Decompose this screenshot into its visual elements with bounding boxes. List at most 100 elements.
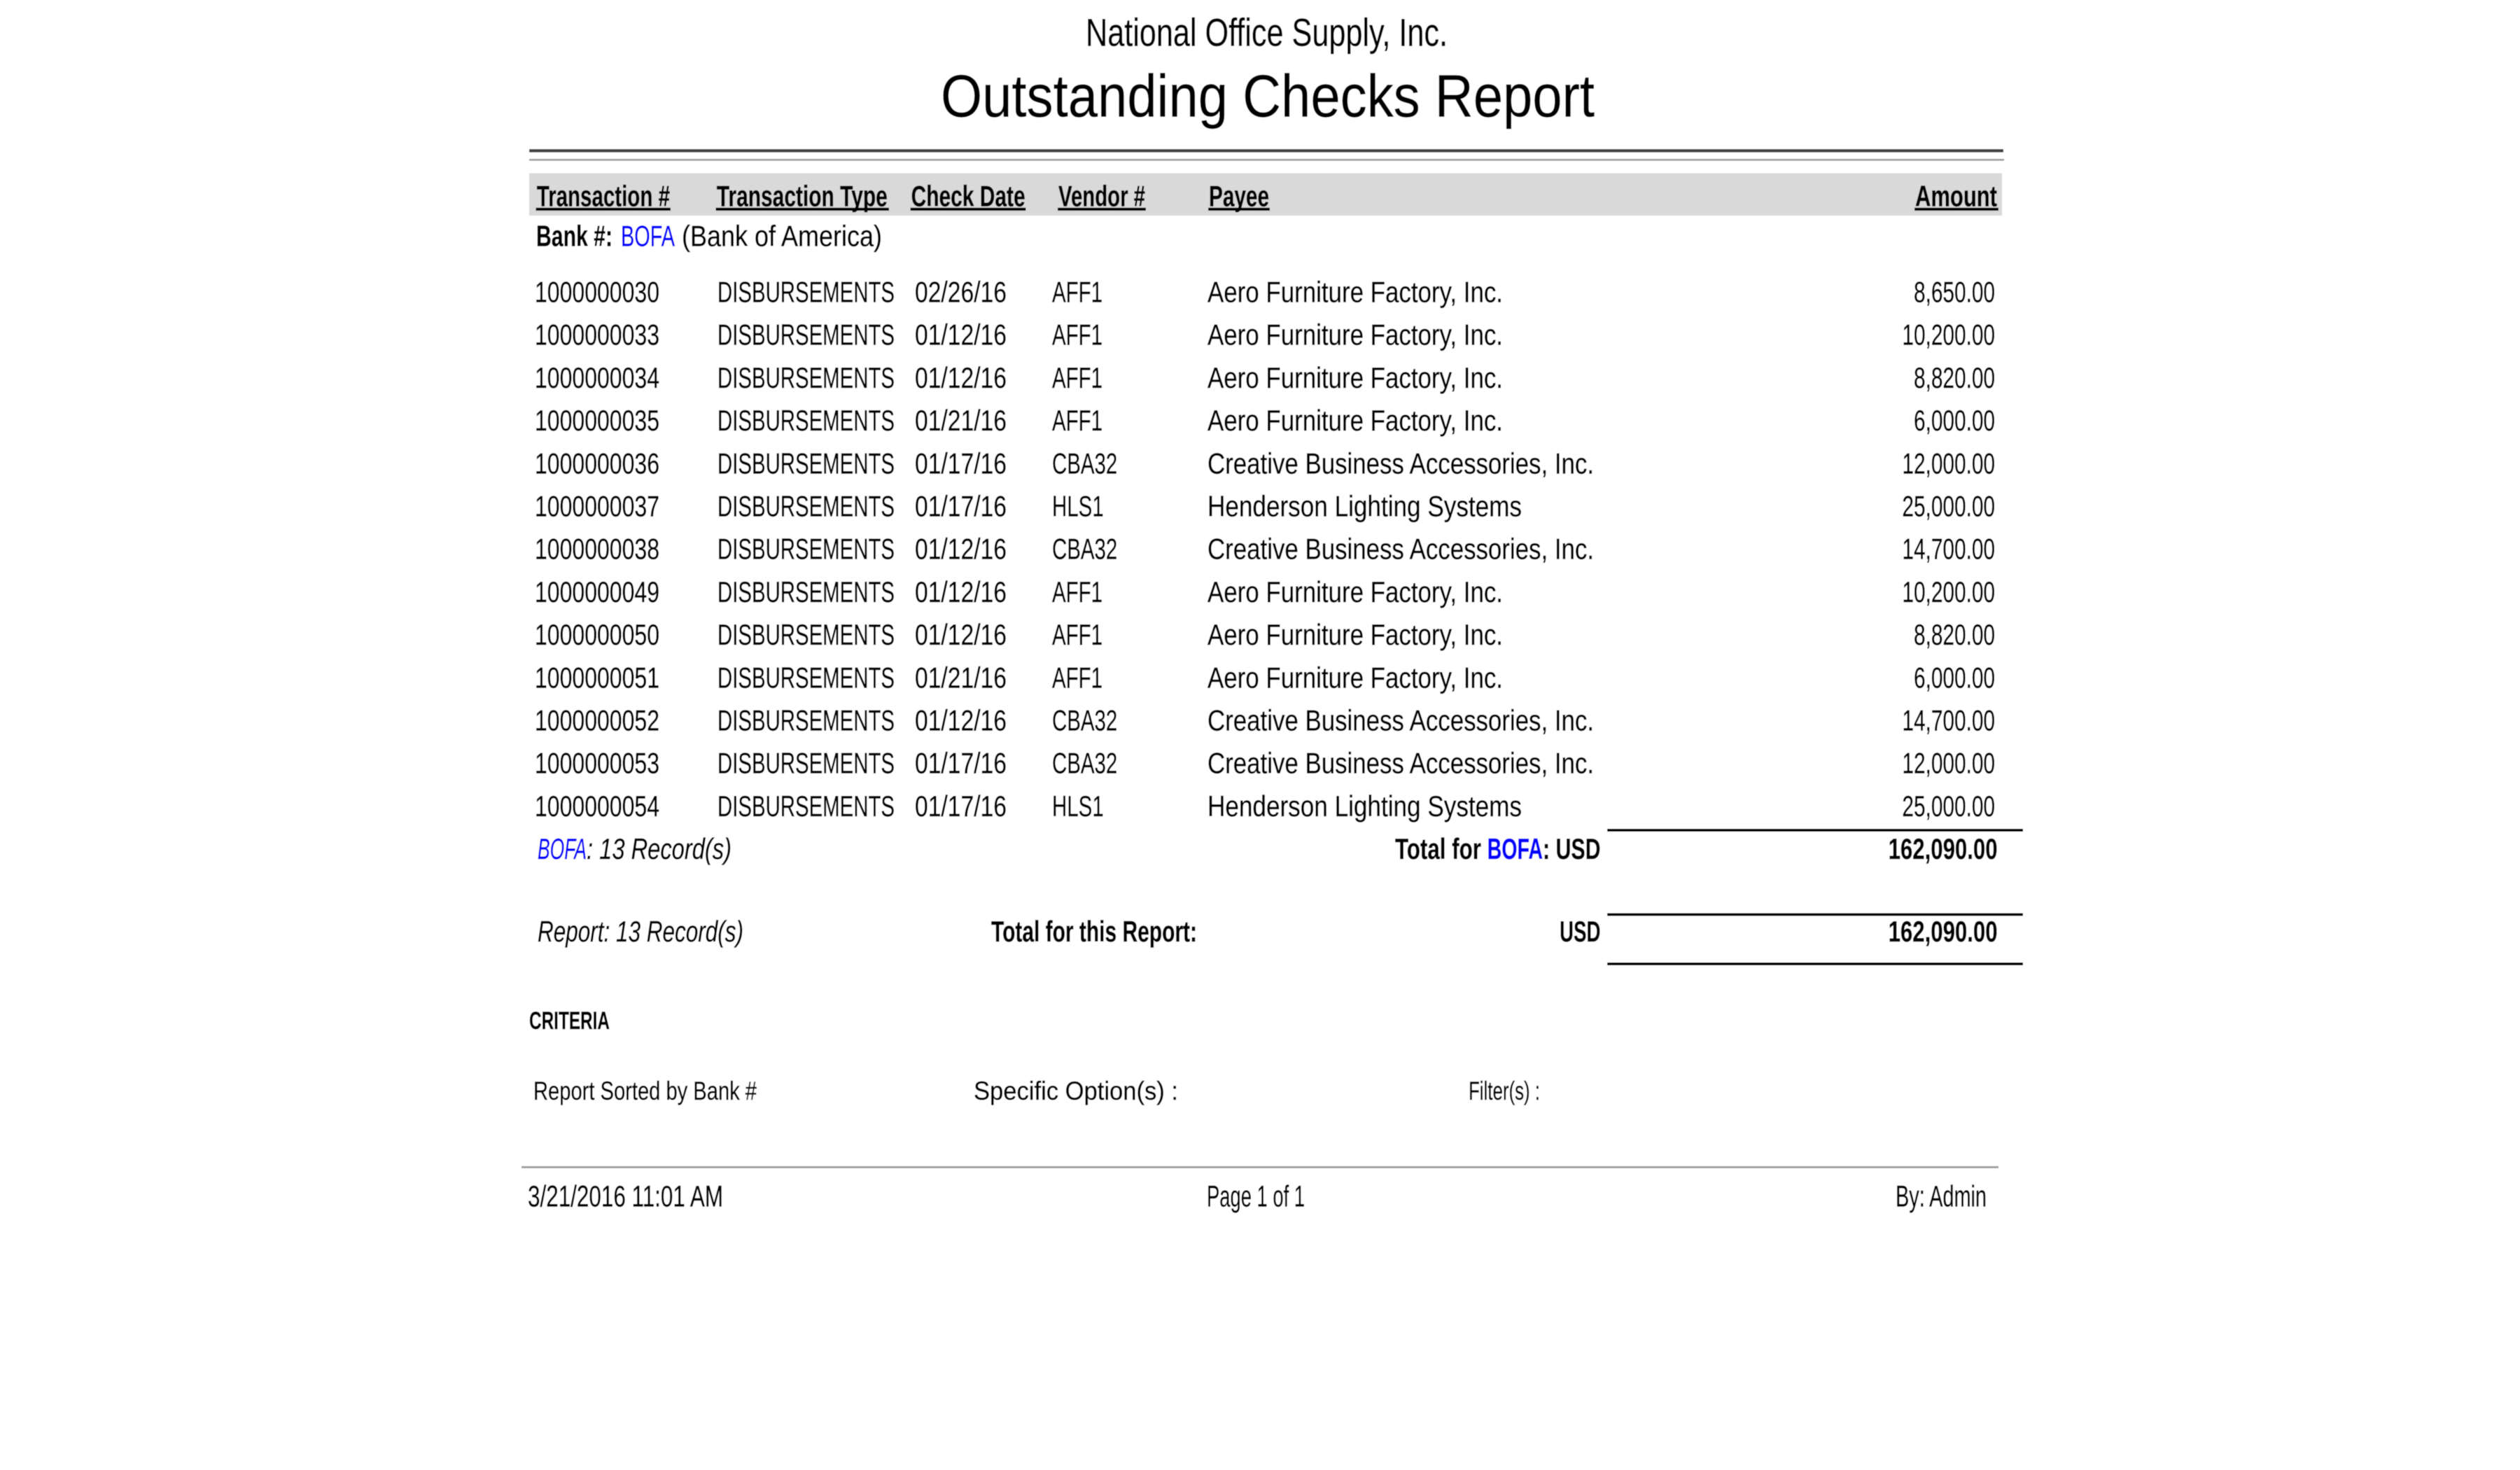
svg-text:1000000033: 1000000033	[535, 318, 659, 351]
svg-text:Creative Business Accessories,: Creative Business Accessories, Inc.	[1208, 533, 1594, 566]
svg-text:162,090.00: 162,090.00	[1889, 915, 1998, 948]
svg-text:Total for this Report:: Total for this Report:	[991, 915, 1197, 948]
svg-text:BOFA: BOFA	[538, 832, 587, 865]
svg-text:DISBURSEMENTS: DISBURSEMENTS	[718, 404, 895, 437]
svg-text:01/12/16: 01/12/16	[915, 575, 1007, 608]
svg-text:1000000051: 1000000051	[535, 661, 659, 694]
svg-text:Specific Option(s) :: Specific Option(s) :	[974, 1076, 1178, 1105]
svg-text:01/17/16: 01/17/16	[915, 747, 1007, 780]
svg-text:Henderson Lighting Systems: Henderson Lighting Systems	[1208, 490, 1522, 523]
svg-text:AFF1: AFF1	[1052, 661, 1102, 694]
svg-text:By: Admin: By: Admin	[1896, 1180, 1987, 1213]
svg-text:Report Sorted by Bank #: Report Sorted by Bank #	[533, 1076, 757, 1105]
svg-text:USD: USD	[1560, 915, 1601, 948]
svg-text:BOFA: BOFA	[1488, 832, 1543, 865]
svg-text:3/21/2016 11:01 AM: 3/21/2016 11:01 AM	[528, 1180, 723, 1213]
svg-text:1000000030: 1000000030	[535, 276, 659, 309]
svg-text:14,700.00: 14,700.00	[1902, 704, 1995, 737]
svg-text:Report: 13 Record(s): Report: 13 Record(s)	[538, 915, 743, 948]
svg-text:01/21/16: 01/21/16	[915, 661, 1007, 694]
svg-text:1000000054: 1000000054	[535, 790, 659, 822]
svg-text:National Office Supply, Inc.: National Office Supply, Inc.	[1086, 11, 1448, 55]
svg-text:AFF1: AFF1	[1052, 404, 1102, 437]
svg-text:Creative Business Accessories,: Creative Business Accessories, Inc.	[1208, 747, 1594, 780]
svg-text:Total for: Total for	[1395, 832, 1488, 865]
svg-text:Aero Furniture Factory, Inc.: Aero Furniture Factory, Inc.	[1208, 276, 1503, 309]
svg-text:DISBURSEMENTS: DISBURSEMENTS	[718, 704, 895, 737]
svg-text:(Bank of America): (Bank of America)	[682, 220, 882, 253]
svg-text:DISBURSEMENTS: DISBURSEMENTS	[718, 575, 895, 608]
svg-text:Creative Business Accessories,: Creative Business Accessories, Inc.	[1208, 704, 1594, 737]
svg-text:1000000038: 1000000038	[535, 533, 659, 566]
svg-text:8,820.00: 8,820.00	[1914, 361, 1995, 394]
svg-text:AFF1: AFF1	[1052, 276, 1102, 309]
svg-text:DISBURSEMENTS: DISBURSEMENTS	[718, 790, 895, 822]
svg-text:Creative Business Accessories,: Creative Business Accessories, Inc.	[1208, 447, 1594, 479]
svg-text:DISBURSEMENTS: DISBURSEMENTS	[718, 361, 895, 394]
svg-text:: USD: : USD	[1543, 832, 1601, 865]
svg-text:Amount: Amount	[1915, 179, 1997, 212]
svg-text:25,000.00: 25,000.00	[1902, 790, 1995, 822]
svg-text:12,000.00: 12,000.00	[1902, 447, 1995, 479]
svg-text:DISBURSEMENTS: DISBURSEMENTS	[718, 276, 895, 309]
svg-text:01/12/16: 01/12/16	[915, 618, 1007, 651]
svg-text:6,000.00: 6,000.00	[1914, 661, 1995, 694]
svg-text:CBA32: CBA32	[1052, 704, 1117, 737]
svg-text:8,820.00: 8,820.00	[1914, 618, 1995, 651]
svg-text:DISBURSEMENTS: DISBURSEMENTS	[718, 618, 895, 651]
svg-text:6,000.00: 6,000.00	[1914, 404, 1995, 437]
svg-text:01/12/16: 01/12/16	[915, 704, 1007, 737]
svg-text:: 13 Record(s): : 13 Record(s)	[587, 832, 732, 865]
svg-text:Check Date: Check Date	[911, 179, 1026, 212]
svg-text:BOFA: BOFA	[621, 220, 675, 253]
svg-text:01/17/16: 01/17/16	[915, 447, 1007, 479]
svg-text:01/12/16: 01/12/16	[915, 533, 1007, 566]
svg-text:Vendor #: Vendor #	[1058, 179, 1145, 212]
svg-text:DISBURSEMENTS: DISBURSEMENTS	[718, 490, 895, 523]
svg-text:1000000035: 1000000035	[535, 404, 659, 437]
svg-text:Transaction #: Transaction #	[537, 179, 670, 212]
svg-text:Bank #:: Bank #:	[536, 220, 612, 253]
svg-text:CBA32: CBA32	[1052, 747, 1117, 780]
svg-text:AFF1: AFF1	[1052, 318, 1102, 351]
svg-text:CRITERIA: CRITERIA	[529, 1007, 610, 1035]
svg-text:01/21/16: 01/21/16	[915, 404, 1007, 437]
svg-text:AFF1: AFF1	[1052, 361, 1102, 394]
svg-text:01/17/16: 01/17/16	[915, 790, 1007, 822]
svg-text:DISBURSEMENTS: DISBURSEMENTS	[718, 747, 895, 780]
svg-text:HLS1: HLS1	[1052, 490, 1104, 523]
svg-text:Henderson Lighting Systems: Henderson Lighting Systems	[1208, 790, 1522, 822]
svg-text:25,000.00: 25,000.00	[1902, 490, 1995, 523]
svg-text:162,090.00: 162,090.00	[1889, 832, 1998, 865]
svg-text:Aero Furniture Factory, Inc.: Aero Furniture Factory, Inc.	[1208, 618, 1503, 651]
svg-text:Aero Furniture Factory, Inc.: Aero Furniture Factory, Inc.	[1208, 404, 1503, 437]
svg-text:Aero Furniture Factory, Inc.: Aero Furniture Factory, Inc.	[1208, 318, 1503, 351]
svg-text:1000000052: 1000000052	[535, 704, 659, 737]
svg-text:1000000037: 1000000037	[535, 490, 659, 523]
svg-text:1000000050: 1000000050	[535, 618, 659, 651]
svg-text:01/12/16: 01/12/16	[915, 318, 1007, 351]
svg-text:Aero Furniture Factory, Inc.: Aero Furniture Factory, Inc.	[1208, 575, 1503, 608]
svg-text:DISBURSEMENTS: DISBURSEMENTS	[718, 661, 895, 694]
svg-text:Page 1 of 1: Page 1 of 1	[1207, 1180, 1305, 1213]
svg-text:Aero Furniture Factory, Inc.: Aero Furniture Factory, Inc.	[1208, 661, 1503, 694]
svg-text:10,200.00: 10,200.00	[1902, 318, 1995, 351]
svg-text:Transaction Type: Transaction Type	[717, 179, 888, 212]
svg-text:AFF1: AFF1	[1052, 575, 1102, 608]
svg-text:HLS1: HLS1	[1052, 790, 1104, 822]
svg-text:01/12/16: 01/12/16	[915, 361, 1007, 394]
svg-text:DISBURSEMENTS: DISBURSEMENTS	[718, 533, 895, 566]
svg-text:DISBURSEMENTS: DISBURSEMENTS	[718, 318, 895, 351]
svg-text:Outstanding Checks Report: Outstanding Checks Report	[941, 64, 1595, 130]
svg-text:DISBURSEMENTS: DISBURSEMENTS	[718, 447, 895, 479]
svg-text:1000000053: 1000000053	[535, 747, 659, 780]
svg-text:AFF1: AFF1	[1052, 618, 1102, 651]
svg-text:10,200.00: 10,200.00	[1902, 575, 1995, 608]
svg-text:1000000049: 1000000049	[535, 575, 659, 608]
svg-text:CBA32: CBA32	[1052, 533, 1117, 566]
svg-text:02/26/16: 02/26/16	[915, 276, 1007, 309]
svg-text:1000000036: 1000000036	[535, 447, 659, 479]
svg-text:12,000.00: 12,000.00	[1902, 747, 1995, 780]
svg-text:8,650.00: 8,650.00	[1914, 276, 1995, 309]
svg-text:Payee: Payee	[1209, 179, 1269, 212]
